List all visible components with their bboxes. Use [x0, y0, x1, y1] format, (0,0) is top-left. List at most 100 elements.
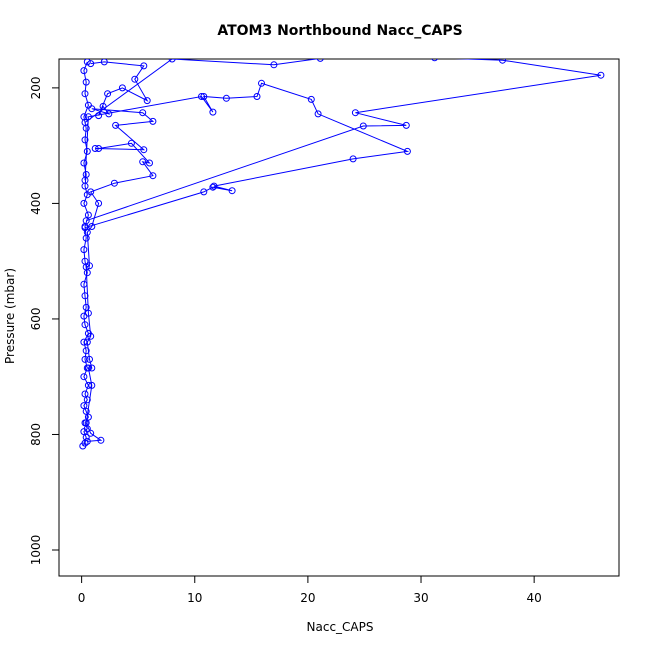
- series-line: [84, 82, 410, 229]
- series-line: [82, 61, 89, 447]
- data-point: [80, 199, 88, 207]
- data-point: [87, 332, 95, 340]
- data-point: [80, 246, 88, 254]
- data-point: [82, 263, 90, 271]
- data-point: [140, 146, 148, 154]
- data-point: [100, 59, 108, 66]
- y-axis: 200 400 600 800 1000: [29, 76, 60, 566]
- data-point: [209, 108, 217, 116]
- data-point: [80, 67, 88, 75]
- data-point: [84, 309, 92, 317]
- x-axis-label: Nacc_CAPS: [307, 620, 374, 634]
- data-point: [81, 224, 89, 232]
- data-point: [88, 364, 96, 372]
- data-point: [131, 75, 139, 83]
- data-point: [143, 97, 151, 105]
- data-point: [140, 62, 148, 70]
- data-point: [431, 59, 438, 62]
- data-point: [127, 139, 135, 147]
- x-tick-label: 10: [187, 591, 202, 605]
- data-point: [81, 355, 89, 363]
- data-point: [198, 93, 205, 100]
- x-tick-label: 30: [413, 591, 428, 605]
- data-point: [110, 179, 118, 187]
- data-point: [112, 121, 120, 129]
- data-point: [228, 187, 236, 195]
- data-point: [200, 188, 208, 196]
- x-tick-label: 40: [527, 591, 542, 605]
- data-point: [253, 93, 261, 100]
- data-point: [87, 60, 95, 68]
- plot-area: [79, 59, 605, 450]
- data-point: [597, 71, 605, 79]
- data-point: [209, 183, 217, 191]
- data-point: [88, 381, 96, 389]
- series-line: [84, 59, 601, 222]
- data-point: [307, 95, 315, 103]
- data-point: [83, 437, 91, 445]
- data-point: [83, 59, 91, 66]
- data-point: [97, 436, 105, 444]
- data-point: [91, 145, 99, 152]
- data-point: [81, 119, 89, 126]
- data-point: [81, 176, 89, 184]
- data-point: [82, 433, 90, 441]
- data-point: [81, 90, 89, 98]
- data-point: [80, 159, 88, 167]
- data-point: [82, 78, 90, 86]
- x-axis: 0 10 20 30 40: [78, 575, 542, 605]
- data-point: [314, 110, 322, 118]
- data-point: [139, 109, 147, 117]
- data-point: [258, 79, 265, 87]
- data-point: [87, 429, 95, 437]
- data-point: [104, 90, 112, 98]
- data-point: [95, 145, 103, 152]
- x-tick-label: 0: [78, 591, 86, 605]
- data-point: [316, 59, 324, 62]
- data-point: [200, 93, 208, 100]
- data-point: [82, 217, 90, 225]
- data-point: [359, 122, 367, 130]
- data-point: [83, 147, 91, 155]
- data-point: [139, 158, 147, 166]
- data-point: [82, 347, 90, 355]
- data-point: [168, 59, 176, 63]
- data-point: [349, 155, 357, 163]
- data-point: [270, 61, 278, 69]
- data-point: [351, 109, 359, 117]
- data-point: [88, 105, 96, 113]
- data-point: [81, 136, 89, 144]
- data-point: [84, 364, 92, 372]
- data-point: [222, 94, 230, 102]
- plot-frame: [58, 58, 620, 577]
- data-point: [402, 121, 410, 129]
- y-tick-label: 400: [29, 192, 43, 215]
- data-point: [210, 182, 218, 190]
- y-tick-label: 200: [29, 76, 43, 99]
- chart-title: ATOM3 Northbound Nacc_CAPS: [217, 23, 462, 39]
- data-point: [118, 84, 126, 92]
- data-point: [80, 402, 88, 410]
- data-point: [81, 321, 89, 329]
- y-axis-label: Pressure (mbar): [3, 268, 17, 364]
- data-point: [95, 199, 103, 207]
- data-point: [149, 117, 157, 125]
- data-point: [83, 396, 91, 404]
- data-point: [82, 419, 90, 427]
- x-tick-label: 20: [300, 591, 315, 605]
- data-point: [149, 172, 157, 180]
- data-point: [81, 390, 89, 398]
- data-point: [83, 338, 91, 346]
- data-point: [82, 407, 90, 415]
- data-point: [146, 159, 153, 167]
- data-point: [499, 59, 506, 64]
- data-point: [403, 147, 411, 155]
- data-point: [87, 188, 95, 196]
- series-line: [85, 61, 155, 442]
- data-point: [86, 355, 93, 363]
- data-point: [80, 373, 88, 381]
- y-tick-label: 1000: [29, 535, 43, 566]
- data-point: [86, 262, 93, 270]
- y-tick-label: 600: [29, 307, 43, 330]
